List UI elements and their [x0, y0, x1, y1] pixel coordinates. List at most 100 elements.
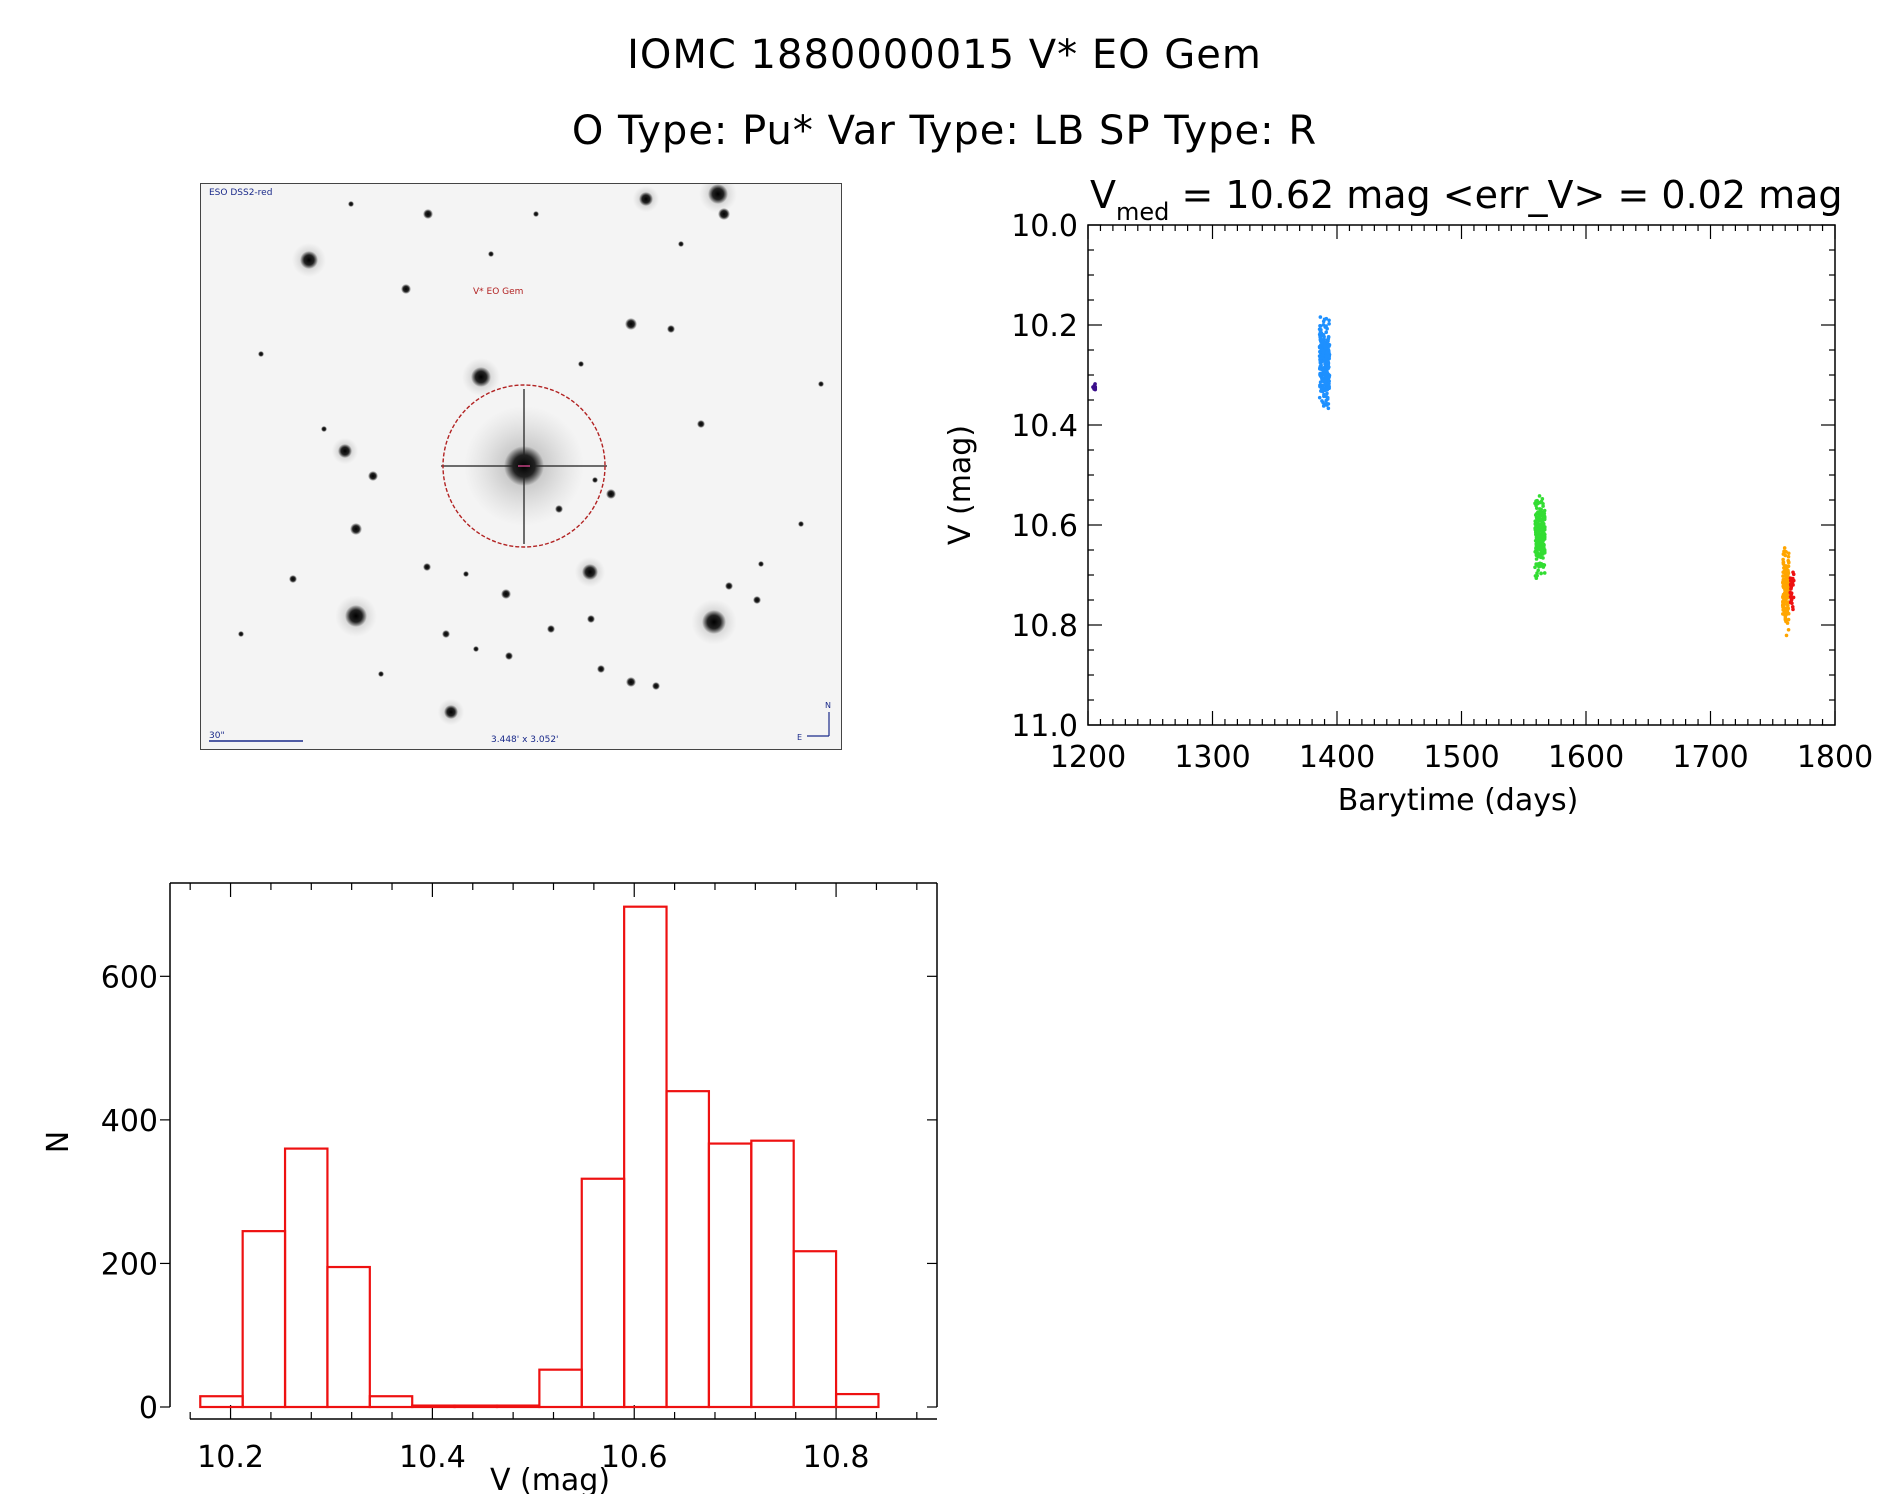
sky-star [639, 192, 653, 206]
light-curve-point [1539, 571, 1543, 576]
star-field [238, 184, 824, 726]
histogram-bar [580, 1177, 626, 1409]
light-curve-point [1318, 315, 1323, 319]
light-curve-point [1535, 573, 1539, 578]
histogram-bar [665, 1090, 711, 1409]
light-curve-point [1536, 542, 1540, 547]
light-curve-point [1320, 399, 1324, 403]
light-curve-point [1092, 383, 1097, 388]
light-curve-point [1318, 324, 1323, 328]
light-curve-point [1783, 610, 1788, 615]
histogram-ytick-label: 0 [139, 1391, 158, 1426]
sky-star [501, 589, 511, 599]
sky-star [488, 251, 494, 257]
sky-star [758, 561, 764, 567]
sky-star [702, 610, 726, 634]
sky-star [697, 420, 705, 428]
sky-star [289, 575, 297, 583]
histogram-bar [623, 905, 668, 1409]
light-curve-point [1534, 515, 1539, 520]
light-curve-point [1318, 380, 1323, 384]
light-curve-title: Vmed = 10.62 mag <err_V> = 0.02 mag [1090, 173, 1843, 226]
sky-star [582, 564, 598, 580]
sky-star [442, 630, 450, 638]
histogram-bar [792, 1250, 838, 1409]
light-curve-point [1786, 554, 1791, 559]
light-curve-points [1091, 315, 1796, 638]
sky-star [423, 563, 431, 571]
light-curve-point [1327, 384, 1331, 389]
sky-star [444, 705, 458, 719]
light-curve-point [1534, 553, 1539, 558]
sky-star [401, 284, 411, 294]
light-curve-point [1789, 587, 1793, 591]
light-curve-point [1542, 508, 1547, 513]
light-curve-point [1321, 351, 1325, 355]
light-curve-point [1784, 633, 1789, 638]
light-curve-point [1533, 522, 1538, 526]
histogram-ytick-label: 400 [101, 1104, 158, 1139]
sky-star [348, 201, 354, 207]
light-curve-axes: 1200 1300 1400 1500 1600 1700 1800 10.0 10.2 10.4… [1011, 209, 1873, 775]
light-curve-point [1542, 550, 1547, 555]
sky-star [718, 208, 730, 220]
light-curve-point [1539, 499, 1544, 504]
compass-east: E [797, 733, 802, 742]
light-curve-point [1534, 562, 1538, 566]
sky-star [708, 184, 728, 204]
histogram-bar [453, 1404, 499, 1409]
light-curve-point [1789, 598, 1794, 603]
histogram-bar [750, 1139, 795, 1409]
light-curve-point [1786, 627, 1791, 632]
sky-star [473, 646, 479, 652]
light-curve-point [1321, 386, 1326, 391]
light-curve-point [1327, 318, 1331, 323]
scale-label: 30" [209, 731, 225, 741]
light-curve-point [1537, 494, 1542, 498]
light-curve-point [1538, 524, 1543, 529]
light-curve-xtick-label: 1800 [1797, 740, 1873, 775]
light-curve-point [1542, 571, 1547, 575]
object-types: O Type: Pu* Var Type: LB SP Type: R [571, 108, 1318, 154]
sky-star [345, 605, 367, 627]
sky-star [667, 325, 675, 333]
light-curve-xtick-label: 1300 [1174, 740, 1250, 775]
sky-star [350, 523, 362, 535]
sky-star [547, 625, 555, 633]
light-curve-point [1537, 553, 1542, 558]
light-curve-point [1781, 574, 1786, 578]
light-curve-xtick-label: 1200 [1050, 740, 1126, 775]
light-curve-point [1534, 518, 1539, 523]
light-curve-point [1092, 387, 1096, 391]
light-curve-point [1786, 564, 1791, 569]
compass: N E [797, 701, 831, 742]
light-curve-point [1324, 316, 1329, 321]
light-curve-point [1323, 346, 1328, 350]
compass-north: N [825, 701, 831, 710]
histogram-ylabel: N [41, 1131, 76, 1153]
target-star [441, 384, 607, 548]
sky-star [258, 351, 264, 357]
light-curve-point [1326, 336, 1331, 341]
sky-star [238, 631, 244, 637]
light-curve-point [1790, 601, 1794, 606]
histogram-bar [707, 1142, 753, 1409]
light-curve-point [1781, 560, 1786, 565]
sky-star [818, 381, 824, 387]
sky-image: ESO DSS2-red V* EO Gem 30" 3.448' x 3.05… [209, 184, 831, 745]
light-curve-point [1785, 586, 1789, 591]
sky-star [587, 615, 595, 623]
light-curve-point [1783, 617, 1788, 622]
light-curve-point [1542, 531, 1546, 536]
light-curve-point [1782, 597, 1787, 602]
light-curve-point [1536, 529, 1541, 534]
light-curve-point [1542, 545, 1546, 550]
light-curve-ytick-label: 10.2 [1011, 309, 1078, 344]
light-curve-point [1537, 518, 1542, 522]
light-curve-point [1317, 344, 1322, 349]
light-curve-point [1322, 394, 1326, 398]
sky-star [533, 211, 539, 217]
light-curve-xtick-label: 1400 [1299, 740, 1375, 775]
light-curve-point [1320, 389, 1325, 394]
light-curve-point [1319, 363, 1323, 368]
